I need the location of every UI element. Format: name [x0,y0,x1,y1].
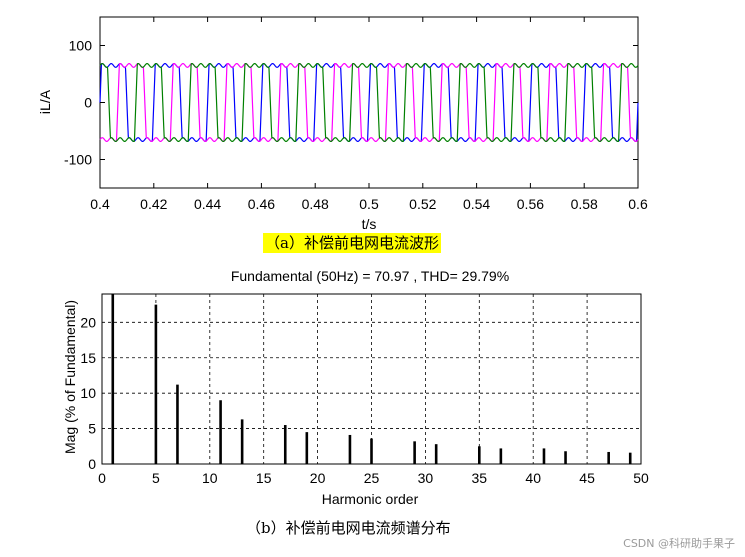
spectrum-y-axis-label: Mag (% of Fundamental) [62,300,78,454]
spectrum-y-tick-label: 0 [88,456,96,472]
waveform-x-tick-label: 0.58 [571,196,598,212]
waveform-x-tick-label: 0.42 [140,196,167,212]
spectrum-bars [111,294,632,464]
waveform-y-axis-label: iL/A [37,89,53,114]
waveform-y-tick-label: 0 [84,95,92,111]
spectrum-x-tick-label: 20 [310,470,326,486]
spectrum-chart: Fundamental (50Hz) = 70.97 , THD= 29.79%… [62,268,649,507]
waveform-x-tick-label: 0.52 [409,196,436,212]
spectrum-x-tick-label: 0 [98,470,106,486]
waveform-y-tick-label: 100 [69,38,93,54]
waveform-x-tick-label: 0.44 [194,196,221,212]
waveform-series-3 [99,62,639,143]
waveform-y-tick-label: -100 [64,152,92,168]
waveform-x-ticks: 0.4 0.42 0.44 0.46 0.48 0.5 0.52 0.54 0.56 0.58 0.… [90,17,648,212]
spectrum-y-ticks: 0 5 10 15 20 [80,314,96,472]
waveform-y-ticks: 100 0 -100 [64,38,638,168]
waveform-series-1 [99,62,639,143]
caption-b: （b）补偿前电网电流频谱分布 [246,519,451,537]
spectrum-x-axis-label: Harmonic order [322,491,419,507]
caption-a: （a）补偿前电网电流波形 [263,233,441,253]
waveform-x-tick-label: 0.54 [463,196,490,212]
spectrum-x-ticks: 0 5 10 15 20 25 30 35 40 45 50 [98,470,649,486]
waveform-x-tick-label: 0.56 [517,196,544,212]
spectrum-x-tick-label: 40 [525,470,541,486]
waveform-x-tick-label: 0.4 [90,196,110,212]
spectrum-title: Fundamental (50Hz) = 70.97 , THD= 29.79% [231,268,509,284]
spectrum-y-tick-label: 20 [80,314,96,330]
spectrum-x-tick-label: 35 [472,470,488,486]
waveform-lines [99,62,639,143]
spectrum-x-tick-label: 45 [579,470,595,486]
waveform-x-tick-label: 0.6 [628,196,648,212]
spectrum-x-tick-label: 25 [364,470,380,486]
spectrum-x-tick-label: 50 [633,470,649,486]
spectrum-y-tick-label: 5 [88,421,96,437]
spectrum-x-tick-label: 15 [256,470,272,486]
spectrum-y-tick-label: 10 [80,385,96,401]
spectrum-x-tick-label: 5 [152,470,160,486]
waveform-x-axis-label: t/s [362,216,377,232]
waveform-x-tick-label: 0.48 [302,196,329,212]
spectrum-y-tick-label: 15 [80,350,96,366]
waveform-x-tick-label: 0.5 [359,196,379,212]
waveform-x-tick-label: 0.46 [248,196,275,212]
watermark: CSDN @科研助手果子 [623,537,735,550]
spectrum-x-tick-label: 10 [202,470,218,486]
waveform-chart: 0.4 0.42 0.44 0.46 0.48 0.5 0.52 0.54 0.56 0.58 0.… [37,16,648,232]
spectrum-x-tick-label: 30 [418,470,434,486]
waveform-series-2 [99,62,639,143]
